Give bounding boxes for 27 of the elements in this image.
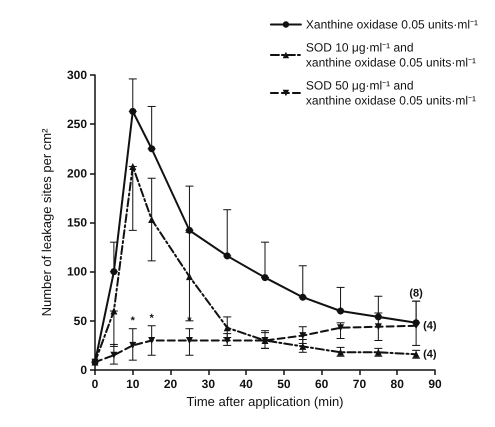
annotation: * [130, 315, 136, 328]
y-axis-title: Number of leakage sites per cm² [39, 128, 54, 316]
y-tick-label: 200 [66, 166, 88, 180]
legend-label: SOD 10 μg·ml⁻¹ and xanthine oxidase 0.05 units·ml⁻¹ [306, 40, 476, 70]
x-tick-label: 20 [164, 377, 178, 391]
y-tick-label: 250 [66, 117, 88, 132]
x-tick-label: 40 [239, 377, 254, 391]
y-tick-label: 50 [74, 314, 88, 328]
x-axis-title: Time after application (min) [186, 394, 344, 409]
annotation: (4) [423, 320, 437, 332]
y-tick-label: 0 [80, 363, 88, 377]
x-tick-label: 70 [352, 377, 366, 391]
x-tick-label: 80 [390, 377, 404, 391]
x-tick-label: 30 [202, 377, 216, 391]
y-tick-label: 300 [66, 68, 88, 82]
x-tick-label: 60 [314, 377, 329, 391]
x-tick-label: 0 [92, 377, 99, 391]
annotation: (8) [409, 288, 424, 300]
x-tick-label: 50 [277, 377, 291, 391]
legend-label: SOD 50 μg·ml⁻¹ and xanthine oxidase 0.05 units·ml⁻¹ [306, 78, 476, 108]
annotation: (4) [423, 348, 437, 360]
legend-label: Xanthine oxidase 0.05 units·ml⁻¹ [306, 18, 478, 32]
y-tick-label: 100 [66, 264, 88, 279]
x-tick-label: 10 [126, 377, 140, 391]
y-tick-label: 150 [66, 216, 88, 230]
annotation: * [150, 312, 155, 324]
x-tick-label: 90 [428, 377, 442, 391]
